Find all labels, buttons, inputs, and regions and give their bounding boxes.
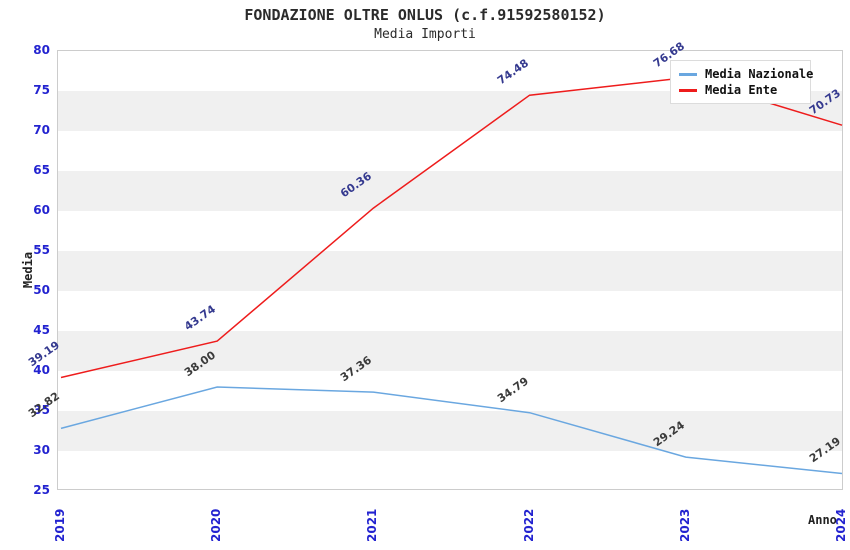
- legend-item: Media Ente: [679, 82, 802, 98]
- legend-item: Media Nazionale: [679, 66, 813, 82]
- y-tick-label: 25: [33, 483, 50, 497]
- y-tick-label: 60: [33, 203, 50, 217]
- y-tick-label: 35: [33, 403, 50, 417]
- x-tick-label: 2019: [53, 508, 67, 542]
- series-line-media-nazionale: [60, 386, 843, 475]
- y-tick-label: 75: [33, 83, 50, 97]
- x-tick-label: 2022: [521, 508, 536, 542]
- plot-area: [57, 50, 843, 490]
- chart-title: FONDAZIONE OLTRE ONLUS (c.f.91592580152): [244, 6, 606, 24]
- chart-subtitle: Media Importi: [374, 27, 476, 42]
- x-axis-title: Anno: [808, 513, 837, 527]
- y-tick-label: 50: [33, 283, 50, 297]
- x-tick-label: 2023: [677, 508, 692, 542]
- x-tick-label: 2021: [365, 508, 380, 542]
- series-line-media-ente: [60, 76, 843, 379]
- y-tick-label: 80: [33, 43, 50, 57]
- y-tick-label: 65: [33, 163, 50, 177]
- chart-canvas: [60, 76, 843, 475]
- legend-line-marker-media-ente: [679, 88, 697, 92]
- x-tick-label: 2024: [834, 508, 848, 542]
- x-tick-label: 2020: [209, 508, 224, 542]
- legend-item-label: Media Ente: [705, 83, 778, 97]
- y-tick-label: 45: [33, 323, 50, 337]
- y-tick-label: 30: [33, 443, 50, 457]
- y-tick-label: 70: [33, 123, 50, 137]
- legend: Media Nazionale Media Ente: [670, 60, 813, 104]
- y-tick-label: 55: [33, 243, 50, 257]
- y-tick-label: 40: [33, 363, 50, 377]
- legend-item-label: Media Nazionale: [705, 67, 814, 81]
- legend-line-marker-media-nazionale: [679, 72, 697, 76]
